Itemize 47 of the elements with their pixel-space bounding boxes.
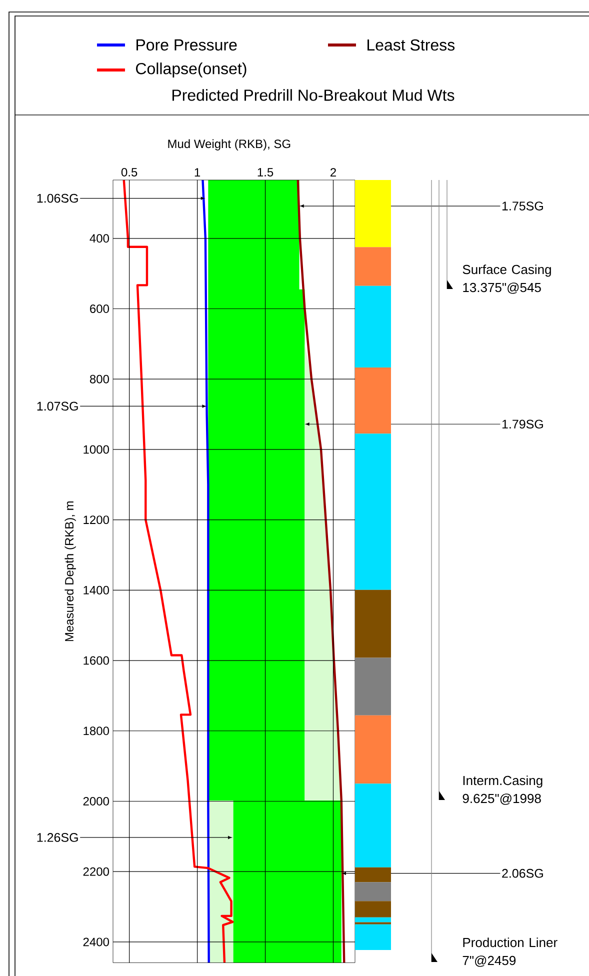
bar xyxy=(355,247,392,286)
bar xyxy=(355,917,392,922)
y-tick-label: 1000 xyxy=(84,445,109,454)
annotation: 2.06SG xyxy=(502,868,543,878)
y-tick-label: 2200 xyxy=(83,867,109,876)
annotation: 1.26SG xyxy=(37,833,78,842)
bar xyxy=(355,367,392,434)
x-axis-title: Mud Weight (RKB), SG xyxy=(168,139,290,150)
bar xyxy=(355,286,392,368)
y-tick-label: 1600 xyxy=(84,656,109,665)
y-axis-title: Measured Depth (RKB), m xyxy=(64,501,76,642)
bar xyxy=(355,784,392,868)
line-series xyxy=(202,178,210,964)
y-tick-label: 1800 xyxy=(84,726,109,736)
annotation: Surface Casing 13.375"@545 xyxy=(462,264,551,294)
y-tick-label: 600 xyxy=(90,304,109,313)
annotation: 1.79SG xyxy=(502,420,543,429)
bar xyxy=(355,924,392,950)
y-tick-label: 1400 xyxy=(84,586,109,594)
annotation: 1.06SG xyxy=(37,194,78,203)
annotation: Production Liner 7"@2459 xyxy=(462,938,558,967)
y-tick-label: 2400 xyxy=(83,938,109,946)
bar xyxy=(355,658,392,716)
x-tick-label: 1 xyxy=(194,168,200,176)
chart-subtitle: Predicted Predrill No-Breakout Mud Wts xyxy=(172,89,454,101)
x-tick-label: 1.5 xyxy=(258,168,274,176)
annotation: 1.07SG xyxy=(37,402,78,411)
bar xyxy=(355,867,392,882)
legend-label: Collapse(onset) xyxy=(136,62,246,78)
x-tick-label: 2 xyxy=(330,168,336,176)
legend-label: Pore Pressure xyxy=(136,39,237,51)
legend-label: Least Stress xyxy=(368,39,455,51)
y-tick-label: 2000 xyxy=(83,796,109,806)
y-tick-label: 400 xyxy=(90,234,109,243)
annotation: Interm.Casing 9.625"@1998 xyxy=(462,776,542,805)
y-tick-label: 800 xyxy=(90,374,109,384)
bar xyxy=(355,882,392,902)
annotation: 1.75SG xyxy=(502,202,543,210)
line-series xyxy=(122,178,234,964)
x-tick-label: 0.5 xyxy=(121,168,138,176)
bar xyxy=(355,434,392,590)
bar xyxy=(355,715,392,784)
y-tick-label: 1200 xyxy=(84,516,109,524)
bar xyxy=(355,180,392,248)
line-series xyxy=(296,178,346,964)
bar xyxy=(355,901,392,918)
bar xyxy=(355,590,392,658)
